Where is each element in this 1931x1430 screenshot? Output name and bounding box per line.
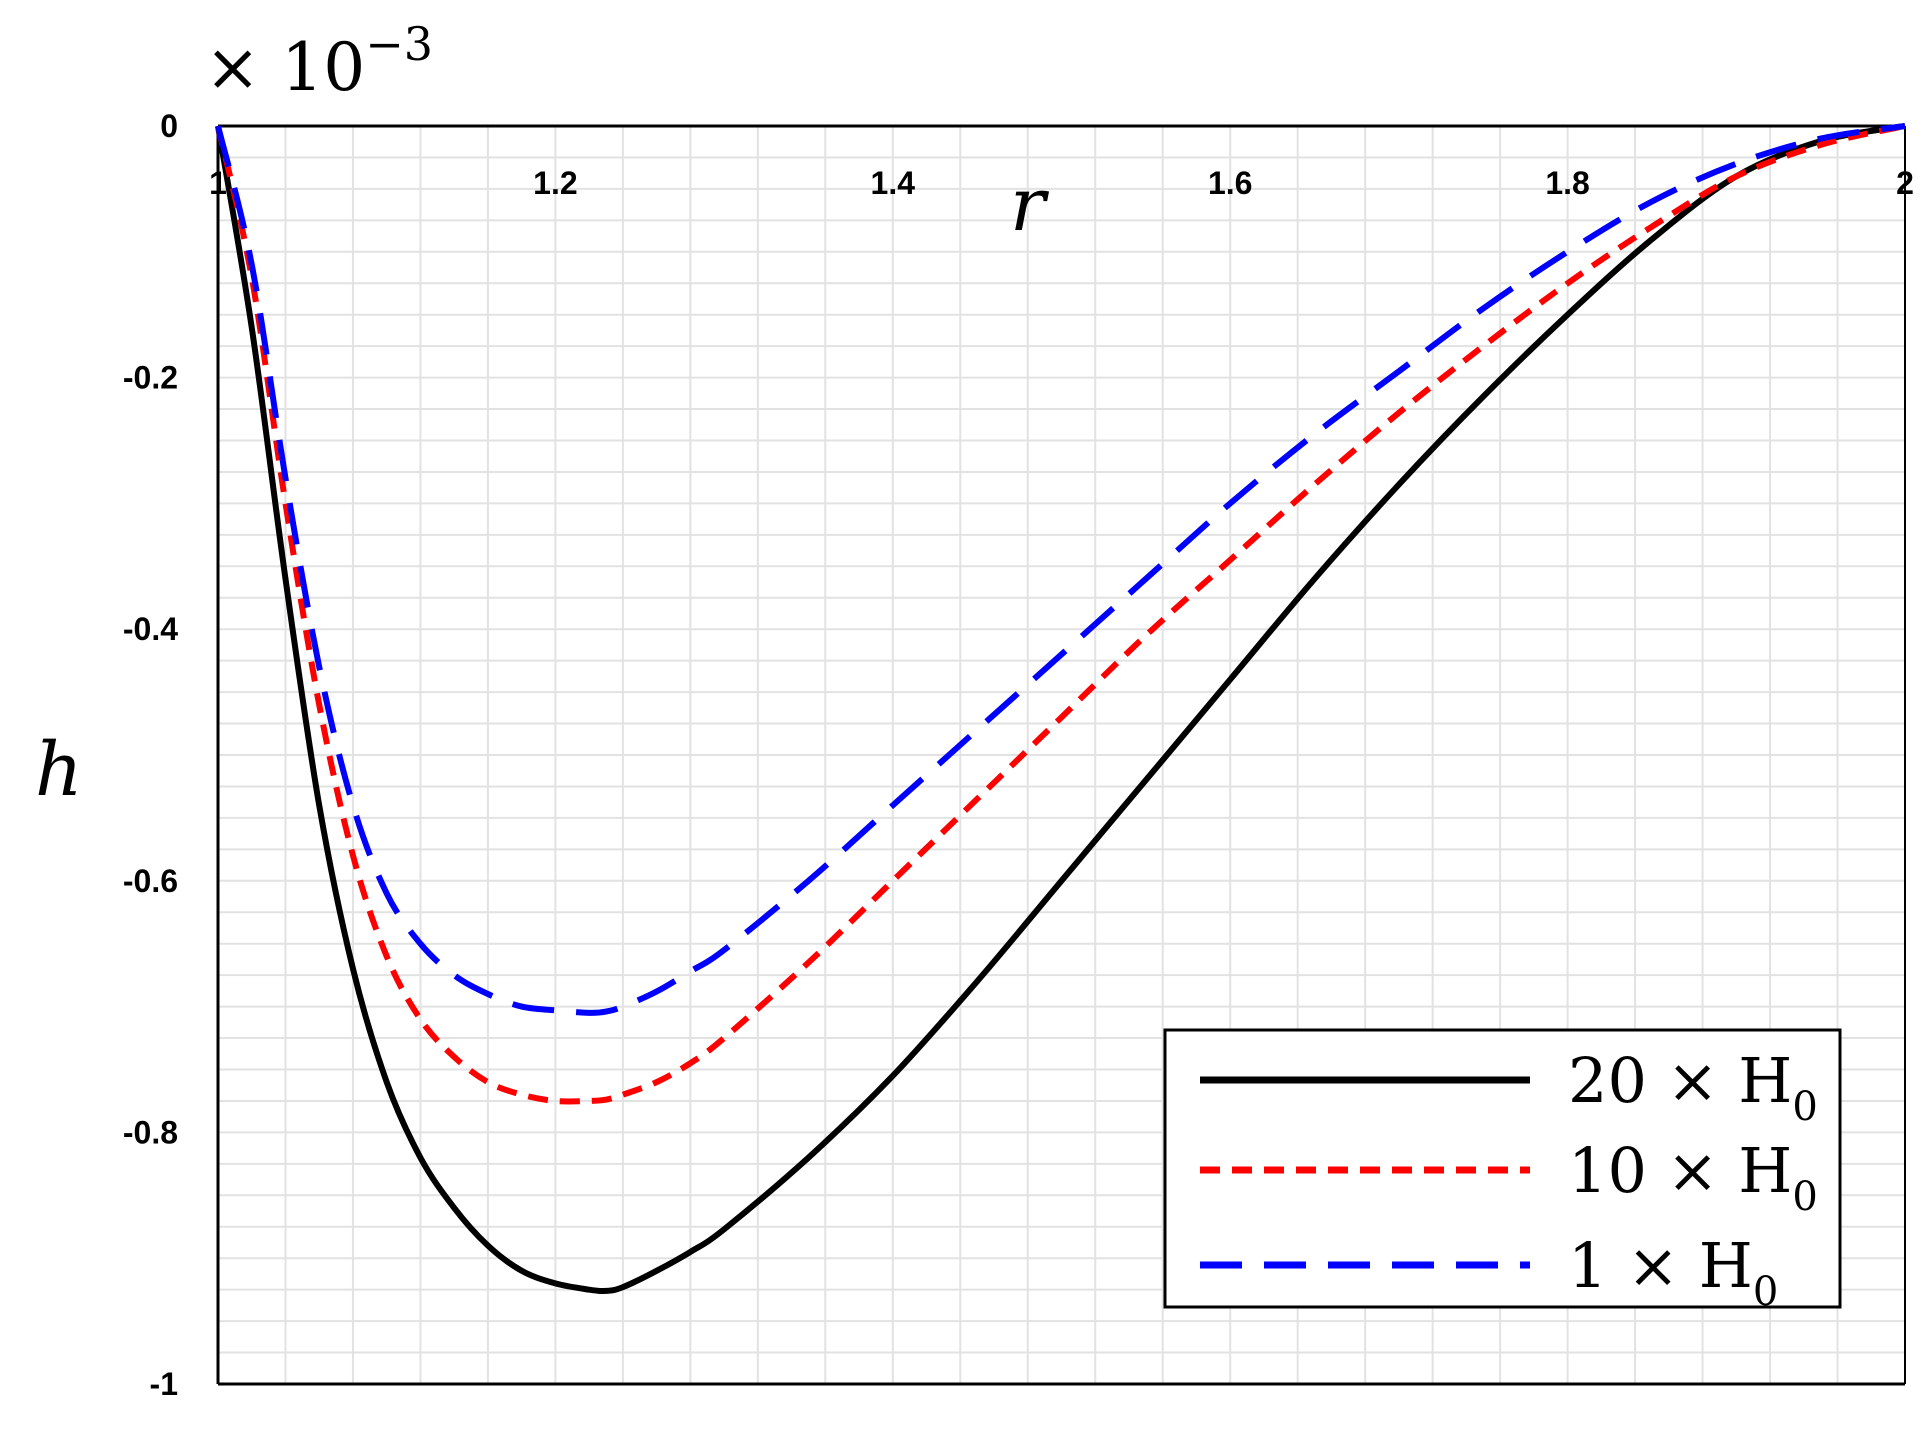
axes — [216, 124, 1906, 1386]
y-tick-label: -0.2 — [123, 360, 178, 396]
y-tick-label: -0.4 — [123, 611, 178, 647]
series-line-1 — [215, 123, 1906, 1295]
x-tick-labels: 1 1.2 1.4 1.6 1.8 2 — [209, 165, 1914, 201]
y-tick-label: -0.8 — [123, 1114, 178, 1150]
series-line-3 — [215, 123, 1906, 1016]
x-tick-label: 1.8 — [1545, 165, 1589, 201]
legend-label-1: 20 × H0 — [1568, 1044, 1818, 1130]
y-axis-title: h — [35, 727, 83, 813]
x-axis-title: r — [1010, 162, 1050, 248]
y-tick-label: -1 — [150, 1366, 178, 1402]
x-tick-label: 1.6 — [1208, 165, 1252, 201]
y-tick-labels: 0 -0.2 -0.4 -0.6 -0.8 -1 — [123, 108, 178, 1402]
series-line-2 — [215, 123, 1906, 1105]
scale-factor-label: × 10−3 — [205, 17, 433, 106]
legend-label-3: 1 × H0 — [1568, 1229, 1778, 1315]
y-tick-label: 0 — [160, 108, 178, 144]
series-lines — [215, 123, 1906, 1295]
x-tick-label: 2 — [1896, 165, 1914, 201]
y-tick-label: -0.6 — [123, 863, 178, 899]
legend-label-2: 10 × H0 — [1568, 1134, 1818, 1220]
x-tick-label: 1.2 — [533, 165, 577, 201]
x-tick-label: 1.4 — [871, 165, 916, 201]
x-tick-label: 1 — [209, 165, 227, 201]
